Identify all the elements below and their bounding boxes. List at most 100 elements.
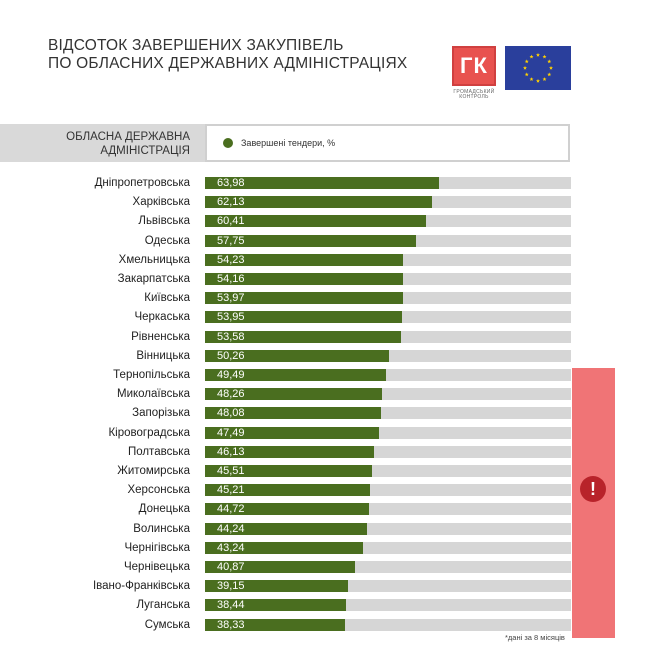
category-label: Чернівецька xyxy=(124,561,190,573)
bar-value-label: 54,23 xyxy=(217,253,245,266)
eu-star-icon xyxy=(524,59,529,64)
footnote: *дані за 8 місяців xyxy=(505,633,565,642)
bar-value-label: 38,44 xyxy=(217,599,245,612)
eu-star-icon xyxy=(549,65,553,70)
category-label: Закарпатська xyxy=(117,273,190,285)
bar xyxy=(205,618,346,631)
bar-value-label: 39,15 xyxy=(217,580,245,593)
category-label: Хмельницька xyxy=(118,253,190,266)
bar xyxy=(205,426,379,439)
bar-value-label: 62,13 xyxy=(217,196,245,209)
chart-title-line-2: ПО ОБЛАСНИХ ДЕРЖАВНИХ АДМІНІСТРАЦІЯХ xyxy=(48,55,408,72)
bar-value-label: 53,58 xyxy=(217,330,245,343)
bar xyxy=(205,234,417,247)
bar xyxy=(205,388,382,401)
bar-value-label: 50,26 xyxy=(217,349,245,362)
chart-title-line-1: ВІДСОТОК ЗАВЕРШЕНИХ ЗАКУПІВЕЛЬ xyxy=(48,37,344,54)
bar xyxy=(205,330,402,343)
column-header-line-1: ОБЛАСНА ДЕРЖАВНА xyxy=(66,131,190,143)
bar xyxy=(205,561,355,573)
category-label: Вінницька xyxy=(136,349,190,362)
legend: Завершені тендери, % xyxy=(205,124,570,162)
bar xyxy=(205,273,404,285)
eu-star-icon xyxy=(529,77,534,81)
eu-star-icon xyxy=(542,77,547,81)
exclamation-icon: ! xyxy=(580,476,606,502)
bar xyxy=(205,196,433,209)
bar-value-label: 46,13 xyxy=(217,445,245,458)
bar-value-label: 60,41 xyxy=(217,215,245,228)
eu-star-icon xyxy=(542,54,547,59)
bar-value-label: 57,75 xyxy=(217,234,245,247)
eu-star-icon xyxy=(529,54,534,59)
bar-value-label: 45,51 xyxy=(217,465,245,477)
bar xyxy=(205,580,349,593)
eu-star-icon xyxy=(547,72,552,77)
bar xyxy=(205,215,427,228)
column-header-label: ОБЛАСНА ДЕРЖАВНА АДМІНІСТРАЦІЯ xyxy=(40,130,190,158)
bar xyxy=(205,599,346,612)
category-label: Дніпропетровська xyxy=(94,177,190,189)
column-header-line-2: АДМІНІСТРАЦІЯ xyxy=(100,145,190,157)
chart-title: ВІДСОТОК ЗАВЕРШЕНИХ ЗАКУПІВЕЛЬ ПО ОБЛАСН… xyxy=(48,37,407,73)
legend-entry: Завершені тендери, % xyxy=(241,138,336,148)
logo-caption-line-1: ГРОМАДСЬКИЙ xyxy=(453,89,495,95)
eu-flag-icon xyxy=(505,46,571,90)
bar xyxy=(205,522,367,535)
category-label: Житомирська xyxy=(117,465,190,477)
bar xyxy=(205,292,403,305)
bar xyxy=(205,484,371,497)
bar xyxy=(205,541,364,554)
bar-value-label: 44,72 xyxy=(217,503,245,516)
bar-value-label: 48,08 xyxy=(217,407,245,420)
category-label: Волинська xyxy=(133,522,190,535)
category-label: Київська xyxy=(144,292,190,305)
bar-value-label: 43,24 xyxy=(217,541,245,554)
gromadskyi-kontrol-logo: ГК xyxy=(452,46,496,86)
bar xyxy=(205,349,389,362)
category-label: Харківська xyxy=(132,196,190,209)
category-label: Полтавська xyxy=(127,445,190,458)
eu-star-icon xyxy=(524,72,529,77)
bar xyxy=(205,445,374,458)
category-label: Черкаська xyxy=(134,311,190,324)
bar xyxy=(205,407,381,420)
alert-highlight-band xyxy=(572,368,615,638)
bar-value-label: 47,49 xyxy=(217,426,245,439)
bar xyxy=(205,177,440,189)
category-label: Херсонська xyxy=(127,484,190,497)
bar xyxy=(205,465,372,477)
eu-star-icon xyxy=(536,78,540,83)
bar-value-label: 48,26 xyxy=(217,388,245,401)
logo-caption-line-2: КОНТРОЛЬ xyxy=(459,94,489,100)
category-label: Одеська xyxy=(144,234,190,247)
category-label: Запорізька xyxy=(132,407,190,420)
eu-star-icon xyxy=(536,52,540,57)
bar-value-label: 49,49 xyxy=(217,369,245,381)
category-label: Луганська xyxy=(136,599,190,612)
category-label: Рівненська xyxy=(131,330,190,343)
category-label: Миколаївська xyxy=(116,388,190,401)
bar-value-label: 45,21 xyxy=(217,484,245,497)
bar-value-label: 44,24 xyxy=(217,522,245,535)
category-label: Кіровоградська xyxy=(108,426,190,439)
bar xyxy=(205,253,404,266)
bar-value-label: 53,95 xyxy=(217,311,245,324)
category-label: Івано-Франківська xyxy=(92,580,190,593)
header-band xyxy=(0,124,210,162)
eu-star-icon xyxy=(523,65,527,70)
bar-value-label: 54,16 xyxy=(217,273,245,285)
category-label: Львівська xyxy=(138,215,190,228)
bar xyxy=(205,369,387,381)
category-label: Чернігівська xyxy=(124,541,190,554)
bar-value-label: 53,97 xyxy=(217,292,245,305)
bar-value-label: 38,33 xyxy=(217,618,245,631)
category-label: Сумська xyxy=(144,618,190,631)
category-label: Донецька xyxy=(138,503,190,516)
bar xyxy=(205,311,403,324)
bar-value-label: 40,87 xyxy=(217,561,245,573)
category-label: Тернопільська xyxy=(113,369,190,381)
bar-value-label: 63,98 xyxy=(217,177,245,189)
eu-star-icon xyxy=(547,59,552,64)
legend-swatch-icon xyxy=(223,138,233,148)
